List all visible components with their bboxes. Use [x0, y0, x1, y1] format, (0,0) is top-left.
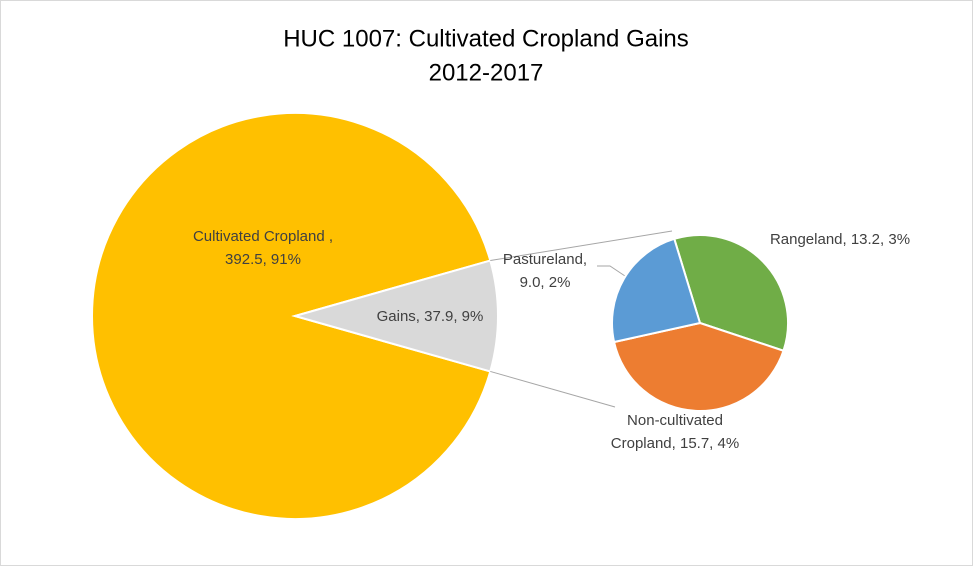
data-label: 9.0, 2% [520, 274, 571, 291]
pie-slice [291, 259, 500, 373]
pie-slice [91, 112, 492, 520]
pie-slice [611, 237, 702, 344]
data-label: Cultivated Cropland , [193, 228, 333, 245]
pie-slice [612, 321, 785, 412]
chart-subtitle: 2012-2017 [429, 59, 544, 86]
data-label: Gains, 37.9, 9% [377, 308, 484, 325]
pie-slice [673, 234, 789, 353]
connector-line [490, 230, 673, 262]
chart-title: HUC 1007: Cultivated Cropland Gains [283, 25, 689, 52]
data-label: Rangeland, 13.2, 3% [770, 231, 910, 248]
connector-line [490, 370, 616, 408]
leader-line [597, 265, 626, 277]
data-label: Pastureland, [503, 251, 587, 268]
data-label: 392.5, 91% [225, 251, 301, 268]
data-label: Non-cultivated [627, 412, 723, 429]
data-label: Cropland, 15.7, 4% [611, 435, 739, 452]
